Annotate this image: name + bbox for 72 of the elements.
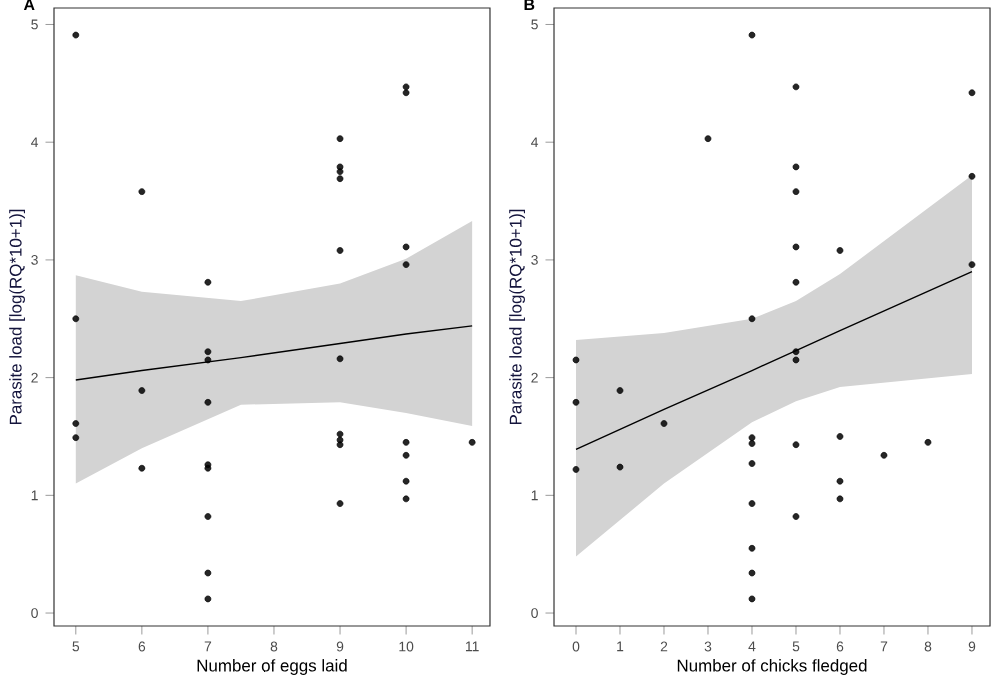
point	[792, 188, 800, 196]
point	[572, 398, 580, 406]
point	[880, 451, 888, 459]
point	[402, 89, 410, 97]
point	[704, 135, 712, 143]
point	[336, 430, 344, 438]
point	[402, 477, 410, 485]
point	[402, 243, 410, 251]
point	[968, 172, 976, 180]
point	[572, 466, 580, 473]
point	[336, 163, 344, 171]
x-axis-title: Number of chicks fledged	[677, 659, 867, 675]
point	[792, 441, 800, 449]
point	[402, 495, 410, 503]
point	[748, 460, 756, 467]
point	[792, 348, 800, 356]
point	[204, 595, 212, 603]
point	[336, 500, 344, 507]
point	[792, 513, 800, 520]
point	[72, 31, 80, 39]
point	[204, 398, 212, 406]
point	[468, 438, 476, 446]
point	[660, 420, 668, 427]
point	[924, 438, 932, 446]
point	[836, 477, 844, 485]
point	[138, 188, 146, 196]
y-axis-title: Parasite load [log(RQ*10+1)]	[9, 209, 25, 425]
point	[138, 387, 146, 394]
point	[968, 261, 976, 268]
point	[336, 436, 344, 444]
point	[968, 89, 976, 97]
point	[748, 434, 756, 442]
point	[72, 420, 80, 427]
point	[748, 569, 756, 577]
point	[336, 247, 344, 254]
point	[204, 513, 212, 520]
point	[72, 434, 80, 442]
point	[204, 356, 212, 364]
x-axis-title: Number of eggs laid	[197, 659, 347, 675]
point	[836, 495, 844, 503]
point	[792, 356, 800, 364]
point	[748, 544, 756, 552]
point	[836, 247, 844, 254]
point	[336, 175, 344, 183]
point	[792, 163, 800, 171]
point	[748, 500, 756, 507]
point	[748, 31, 756, 39]
point	[402, 451, 410, 459]
point	[616, 387, 624, 394]
point	[72, 315, 80, 323]
point	[748, 440, 756, 447]
point	[336, 355, 344, 363]
point	[204, 348, 212, 356]
point	[792, 83, 800, 91]
point	[748, 315, 756, 323]
point	[616, 463, 624, 471]
point	[792, 278, 800, 286]
line-series	[75, 325, 473, 381]
point	[836, 433, 844, 440]
y-axis-title: Parasite load [log(RQ*10+1)]	[509, 209, 525, 425]
point	[792, 243, 800, 251]
point	[204, 278, 212, 286]
point	[336, 135, 344, 143]
point	[138, 464, 146, 472]
point	[402, 261, 410, 268]
point	[336, 441, 344, 449]
point	[336, 168, 344, 176]
point	[572, 356, 580, 364]
point	[402, 83, 410, 91]
point	[748, 595, 756, 603]
point	[402, 438, 410, 446]
point	[204, 569, 212, 577]
